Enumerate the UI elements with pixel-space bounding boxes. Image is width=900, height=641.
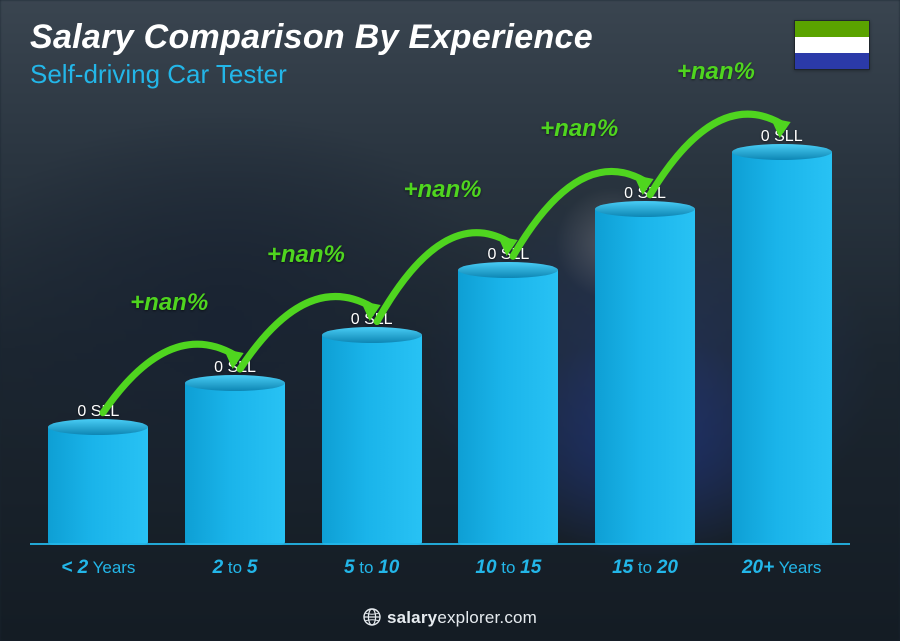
bars-container: 0 SLL0 SLL0 SLL0 SLL0 SLL0 SLL [30,108,850,545]
increment-label: +nan% [677,58,755,86]
globe-icon [363,608,381,631]
bar-value-label: 0 SLL [487,246,529,264]
bar-group: 0 SLL [309,108,434,545]
footer: salaryexplorer.com [0,608,900,631]
bar-group: 0 SLL [36,108,161,545]
x-axis-label: < 2 Years [36,551,161,587]
x-axis-label: 15 to 20 [583,551,708,587]
footer-brand-bold: salary [387,608,437,627]
page-title: Salary Comparison By Experience [30,18,593,57]
bar [48,427,148,545]
bar-group: 0 SLL [173,108,298,545]
bar [322,335,422,545]
bar-group: 0 SLL [583,108,708,545]
bar-group: 0 SLL [446,108,571,545]
x-axis-label: 20+ Years [719,551,844,587]
bar [458,270,558,545]
footer-domain-suffix: .com [499,608,537,627]
bar [595,209,695,545]
bar [185,383,285,545]
bar-group: 0 SLL [719,108,844,545]
country-flag-icon [794,20,870,70]
footer-brand-light: explorer [437,608,499,627]
x-axis-label: 2 to 5 [173,551,298,587]
baseline [30,543,850,545]
header: Salary Comparison By Experience Self-dri… [30,18,593,90]
x-axis-labels: < 2 Years 2 to 5 5 to 10 10 to 15 15 to 20 20… [30,551,850,587]
plot-area: 0 SLL0 SLL0 SLL0 SLL0 SLL0 SLL +nan%+nan… [30,108,850,545]
salary-bar-chart: 0 SLL0 SLL0 SLL0 SLL0 SLL0 SLL +nan%+nan… [30,108,850,587]
x-axis-label: 10 to 15 [446,551,571,587]
x-axis-label: 5 to 10 [309,551,434,587]
chart-stage: Salary Comparison By Experience Self-dri… [0,0,900,641]
page-subtitle: Self-driving Car Tester [30,59,593,90]
bar [732,152,832,545]
bar-value-label: 0 SLL [624,185,666,203]
